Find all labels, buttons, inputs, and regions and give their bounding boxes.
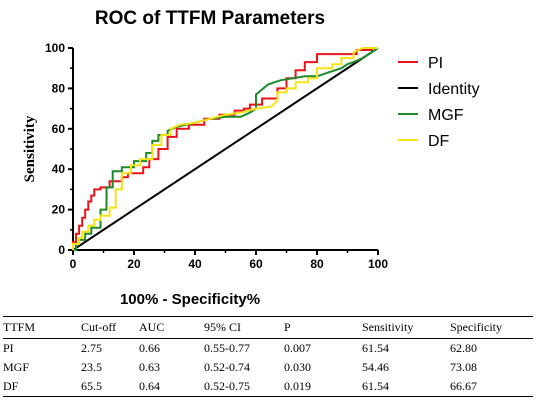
table-cell: 61.54: [362, 341, 389, 355]
table-cell: 2.75: [81, 341, 102, 355]
table-cell: 0.55-0.77: [204, 341, 250, 355]
table-cell: 0.019: [284, 379, 311, 393]
table-cell: DF: [3, 379, 19, 393]
table-body: PI 2.75 0.66 0.55-0.77 0.007 61.54 62.80 MGF 23.…: [3, 339, 533, 397]
x-axis-label: 100% - Specificity%: [120, 291, 260, 308]
roc-chart: ROC of TTFM Parameters Sensitivity 100% …: [22, 8, 480, 308]
series-line-identity: [72, 47, 379, 251]
table-cell: 54.46: [362, 360, 389, 374]
table-cell: 62.80: [450, 341, 477, 355]
table-cell: 0.52-0.75: [204, 379, 250, 393]
ttfm-table: TTFM Cut-off AUC 95% CI P Sensitivity Specific…: [3, 316, 533, 397]
table-header-row: TTFM Cut-off AUC 95% CI P Sensitivity Specific…: [3, 316, 533, 339]
table-cell: 0.64: [139, 379, 160, 393]
x-tick-label: 20: [127, 257, 141, 271]
table-cell: 73.08: [450, 360, 477, 374]
x-tick-label: 80: [310, 257, 324, 271]
y-tick-label: 100: [45, 41, 65, 55]
y-tick-label: 20: [52, 203, 66, 217]
column-header: Sensitivity: [362, 320, 414, 334]
column-header: 95% CI: [204, 320, 241, 334]
table-cell: PI: [3, 341, 14, 355]
table-cell: 23.5: [81, 360, 102, 374]
chart-title: ROC of TTFM Parameters: [95, 8, 325, 29]
x-tick-label: 0: [70, 257, 77, 271]
y-tick-label: 0: [58, 243, 65, 257]
column-header: P: [284, 320, 291, 334]
table-cell: 0.63: [139, 360, 160, 374]
x-tick-label: 100: [368, 257, 388, 271]
legend-label-pi: PI: [428, 55, 443, 72]
y-tick-label: 60: [52, 122, 66, 136]
column-header: AUC: [139, 320, 165, 334]
legend: PI Identity MGF DF: [398, 55, 480, 150]
y-tick-label: 40: [52, 162, 66, 176]
column-header: Cut-off: [81, 320, 117, 334]
x-tick-label: 60: [249, 257, 263, 271]
y-tick-label: 80: [52, 81, 66, 95]
y-axis-label: Sensitivity: [22, 115, 38, 182]
table-row: DF 65.5 0.64 0.52-0.75 0.019 61.54 66.67: [3, 377, 533, 397]
table-row: MGF 23.5 0.63 0.52-0.74 0.030 54.46 73.08: [3, 358, 533, 377]
table-cell: 0.52-0.74: [204, 360, 250, 374]
table-cell: 61.54: [362, 379, 389, 393]
legend-label-identity: Identity: [428, 81, 480, 98]
series-line-mgf: [73, 47, 379, 251]
legend-label-df: DF: [428, 133, 450, 150]
table-cell: 0.030: [284, 360, 311, 374]
column-header: Specificity: [450, 320, 502, 334]
table-cell: 0.66: [139, 341, 160, 355]
plot-area: 0 20 40 60 80 100 0 20 40 60 80 100: [45, 41, 388, 271]
table-cell: 65.5: [81, 379, 102, 393]
legend-label-mgf: MGF: [428, 107, 464, 124]
table-cell: 0.007: [284, 341, 311, 355]
table-row: PI 2.75 0.66 0.55-0.77 0.007 61.54 62.80: [3, 339, 533, 359]
table-cell: 66.67: [450, 379, 477, 393]
table-cell: MGF: [3, 360, 30, 374]
x-tick-label: 40: [188, 257, 202, 271]
column-header: TTFM: [3, 320, 36, 334]
series-line-df: [72, 47, 378, 250]
